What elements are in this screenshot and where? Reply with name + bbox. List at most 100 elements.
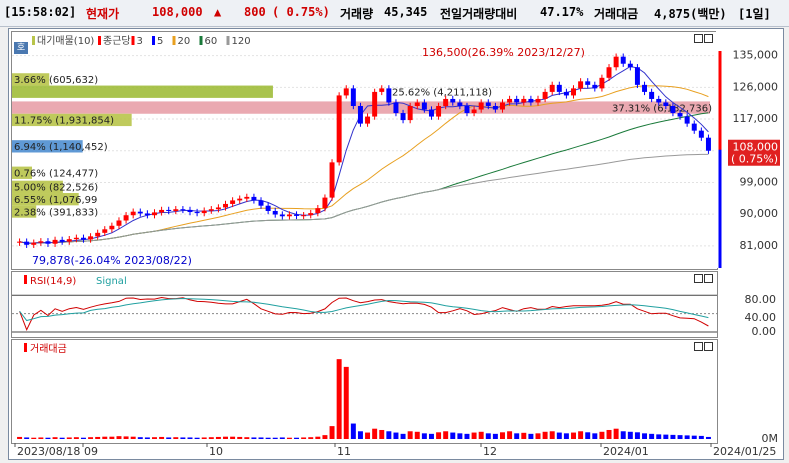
amount-bar-48 (357, 431, 363, 439)
amount-bar-12 (102, 436, 108, 439)
candle-body-3 (38, 241, 44, 243)
price-label: 현재가 (86, 7, 120, 21)
amount-bar-81 (592, 433, 598, 439)
quote-time: [15:58:02] (4, 5, 77, 19)
amount-bar-60 (443, 431, 449, 439)
amount-minimize-icon[interactable] (694, 342, 703, 351)
price-change: 800 (244, 5, 266, 19)
candle-52 (386, 85, 392, 106)
overhang-label-8: 2.38% (391,833) (14, 207, 98, 218)
amount-bar-40 (301, 437, 307, 439)
amount-bar-84 (613, 428, 619, 439)
amount-bar-24 (187, 437, 193, 439)
chart-menu-icon[interactable]: 호 (14, 42, 28, 54)
amount-bar-29 (223, 436, 228, 439)
candle-32 (244, 193, 250, 202)
candle-body-1 (24, 241, 30, 245)
legend-swatch-2 (131, 36, 135, 45)
min-price-label: 79,878(-26.04% 2023/08/22) (32, 254, 192, 267)
amount-bar-67 (492, 433, 498, 439)
current-price-tag-pct: ( 0.75%) (731, 153, 778, 166)
candle-body-97 (705, 137, 711, 151)
amount-bar-93 (677, 435, 683, 439)
candle-38 (286, 211, 292, 220)
amount-bar-53 (393, 432, 399, 439)
amount-bar-33 (251, 437, 257, 439)
restore-icon[interactable] (704, 34, 713, 43)
candle-body-47 (350, 88, 356, 106)
legend-swatch-1 (98, 36, 101, 45)
candle-body-52 (386, 88, 392, 103)
prev-volume-ratio: 47.17% (540, 5, 584, 19)
amount-bar-68 (500, 432, 505, 439)
price-tick-0: 135,000 (733, 49, 779, 62)
current-price: 108,000 (152, 5, 203, 19)
amount-label: 거래대금 (594, 7, 639, 21)
candle-39 (294, 211, 300, 220)
rsi-tick-0: 0.00 (751, 325, 777, 338)
amount-bar-3 (38, 437, 44, 439)
candle-body-80 (585, 81, 591, 85)
rsi-minimize-icon[interactable] (694, 274, 703, 283)
amount-bar-0 (17, 436, 23, 439)
candle-6 (59, 236, 65, 245)
candle-0 (17, 238, 23, 246)
period-selector[interactable]: [1일] (738, 7, 771, 21)
candle-26 (201, 207, 207, 217)
candle-31 (237, 195, 243, 204)
candle-body-85 (620, 56, 626, 64)
legend-swatch-3 (152, 36, 155, 45)
price-tick-2: 117,000 (733, 112, 779, 125)
candle-97 (705, 134, 711, 154)
amount-bar-10 (88, 437, 94, 439)
candle-90 (656, 95, 662, 106)
overhang-label-5: 0.76% (124,477) (14, 169, 98, 180)
amount-bar-15 (123, 436, 129, 439)
amount-bar-77 (563, 433, 569, 439)
candle-body-39 (294, 214, 300, 216)
amount-bar-49 (365, 432, 371, 439)
candle-body-18 (144, 213, 150, 216)
overhang-bar-8 (12, 205, 37, 218)
candle-body-37 (279, 214, 285, 217)
rsi-restore-icon[interactable] (704, 274, 713, 283)
candle-11 (95, 229, 101, 240)
candle-body-19 (152, 212, 157, 216)
amount-bar-62 (457, 433, 463, 439)
price-panel: 3.66% (605,632) 25.62% (4,211,118) 37.31% … (11, 31, 718, 270)
overhang-bar-6 (12, 180, 63, 194)
amount-bar-23 (180, 437, 186, 439)
amount-bar-44 (329, 426, 335, 439)
candle-83 (606, 64, 612, 81)
candle-body-71 (521, 98, 527, 103)
rsi-legend-swatch (24, 275, 27, 284)
candle-56 (414, 99, 420, 110)
max-price-label: 136,500(26.39% 2023/12/27) (422, 46, 585, 59)
candle-18 (144, 210, 150, 219)
candle-7 (66, 235, 72, 245)
candle-body-38 (286, 214, 292, 217)
legend-item-3: 5 (157, 36, 163, 47)
amount-restore-icon[interactable] (704, 342, 713, 351)
candle-body-46 (343, 88, 349, 96)
overhang-bar-5 (12, 166, 32, 179)
amount-chart: 거래대금 (17, 343, 711, 439)
candle-33 (251, 193, 257, 204)
candle-body-44 (329, 162, 335, 198)
amount-legend-swatch (24, 343, 27, 352)
minimize-icon[interactable] (694, 34, 703, 43)
candle-16 (130, 208, 136, 219)
candle-body-35 (265, 205, 271, 211)
candle-body-75 (549, 84, 555, 92)
candle-28 (215, 204, 221, 213)
price-tick-4: 99,000 (740, 175, 779, 188)
rsi-line (19, 296, 709, 331)
rsi-tick-40: 40.00 (744, 311, 777, 324)
amount-bar-17 (137, 437, 143, 439)
amount-bar-55 (407, 431, 413, 439)
candle-body-77 (563, 91, 569, 96)
candle-body-72 (528, 98, 534, 103)
rsi-tick-80: 80.00 (744, 293, 777, 306)
amount-bar-75 (549, 431, 555, 439)
amount-bar-5 (52, 437, 58, 439)
